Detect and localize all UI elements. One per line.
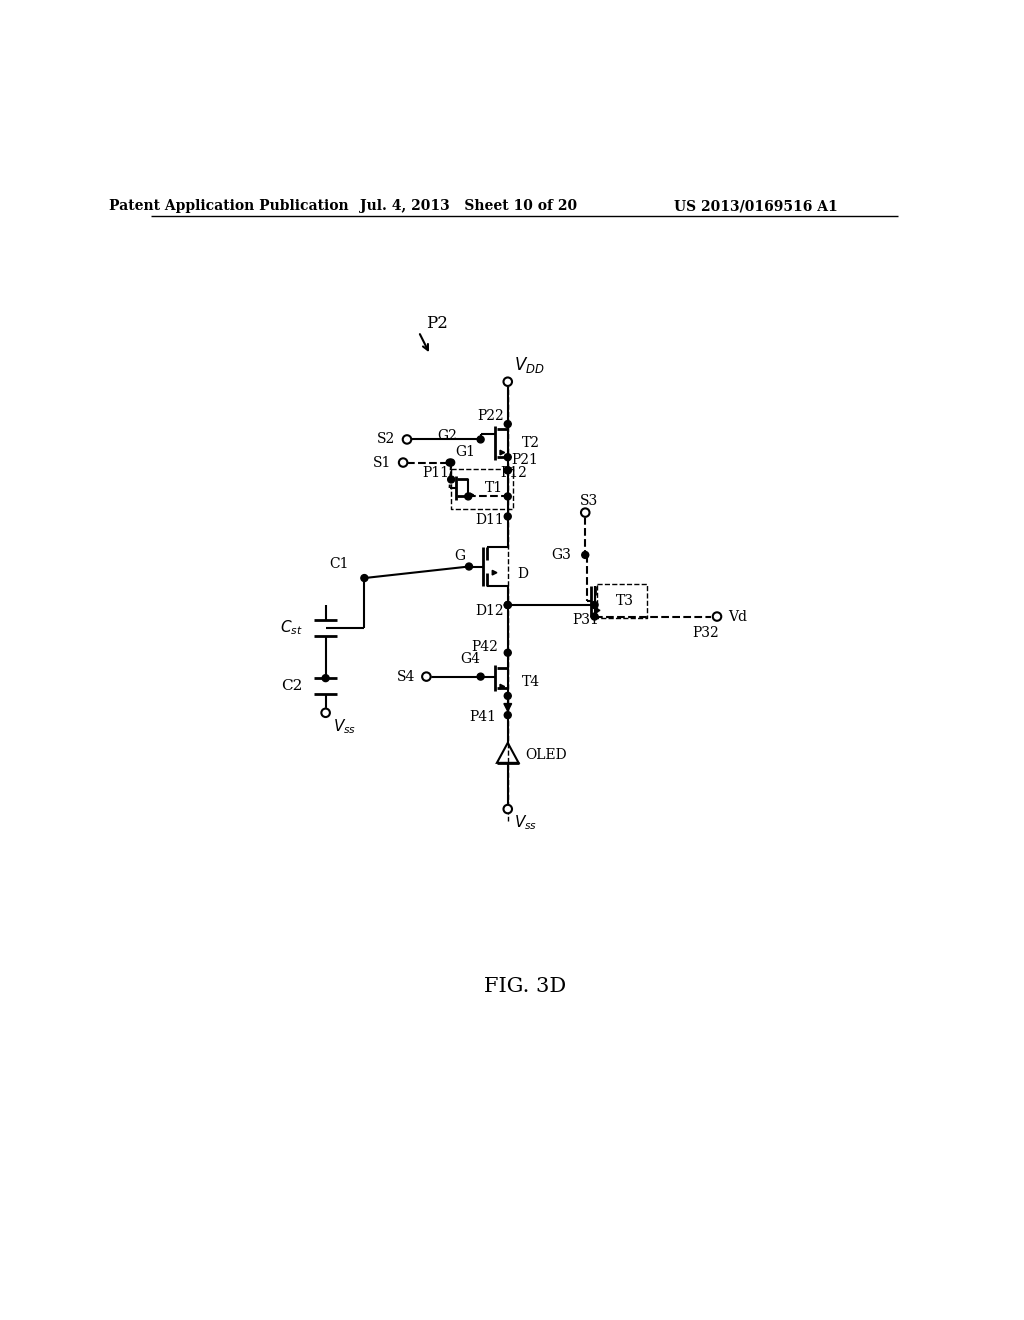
Polygon shape <box>504 704 512 711</box>
Text: $V_{ss}$: $V_{ss}$ <box>334 717 356 737</box>
Text: P42: P42 <box>472 640 499 655</box>
Text: C2: C2 <box>281 678 302 693</box>
Circle shape <box>504 378 512 385</box>
Text: OLED: OLED <box>524 748 566 762</box>
Text: $V_{DD}$: $V_{DD}$ <box>514 355 545 375</box>
Text: S3: S3 <box>580 494 598 508</box>
Circle shape <box>504 602 511 609</box>
Circle shape <box>504 513 511 520</box>
Text: C1: C1 <box>330 557 349 572</box>
Text: $C_{st}$: $C_{st}$ <box>280 619 302 638</box>
Text: Jul. 4, 2013   Sheet 10 of 20: Jul. 4, 2013 Sheet 10 of 20 <box>360 199 578 213</box>
Text: D12: D12 <box>475 605 504 618</box>
Text: $V_{ss}$: $V_{ss}$ <box>514 813 538 833</box>
Circle shape <box>504 467 511 474</box>
Text: P2: P2 <box>426 315 449 333</box>
Text: P12: P12 <box>500 466 527 480</box>
Circle shape <box>504 492 511 500</box>
Text: T2: T2 <box>521 437 540 450</box>
Text: G2: G2 <box>437 429 458 442</box>
Polygon shape <box>470 492 474 496</box>
Polygon shape <box>500 684 505 689</box>
Polygon shape <box>500 450 505 455</box>
Text: G1: G1 <box>455 445 475 459</box>
Circle shape <box>402 436 412 444</box>
Circle shape <box>504 421 511 428</box>
Text: Patent Application Publication: Patent Application Publication <box>109 199 348 213</box>
Text: G3: G3 <box>552 548 571 562</box>
Circle shape <box>504 649 511 656</box>
Text: P32: P32 <box>692 627 719 640</box>
Circle shape <box>399 458 408 467</box>
Text: D11: D11 <box>475 513 504 527</box>
Circle shape <box>591 602 598 609</box>
Circle shape <box>504 454 511 461</box>
Circle shape <box>504 711 511 718</box>
Circle shape <box>713 612 721 620</box>
Circle shape <box>446 459 453 466</box>
Circle shape <box>582 552 589 558</box>
Circle shape <box>504 467 511 474</box>
Polygon shape <box>493 570 497 576</box>
Text: P11: P11 <box>423 466 450 480</box>
Text: P21: P21 <box>512 453 539 467</box>
Text: T1: T1 <box>484 480 503 495</box>
Text: S2: S2 <box>377 433 395 446</box>
Text: S1: S1 <box>373 455 391 470</box>
Circle shape <box>360 574 368 582</box>
Circle shape <box>422 672 431 681</box>
Circle shape <box>447 477 455 483</box>
Circle shape <box>504 805 512 813</box>
Text: S4: S4 <box>396 669 415 684</box>
Text: FIG. 3D: FIG. 3D <box>483 977 566 995</box>
Text: D: D <box>517 568 528 581</box>
Text: T4: T4 <box>521 675 540 689</box>
Text: P22: P22 <box>477 409 504 422</box>
Circle shape <box>581 508 590 517</box>
Circle shape <box>322 709 330 717</box>
Text: P41: P41 <box>469 710 496 725</box>
Circle shape <box>447 459 455 466</box>
Text: T3: T3 <box>616 594 634 609</box>
Text: P31: P31 <box>571 614 599 627</box>
Circle shape <box>466 564 472 570</box>
Text: G4: G4 <box>461 652 480 665</box>
Circle shape <box>504 693 511 700</box>
Polygon shape <box>596 609 600 612</box>
Circle shape <box>504 602 511 609</box>
Circle shape <box>591 612 598 620</box>
Circle shape <box>477 673 484 680</box>
Circle shape <box>477 436 484 444</box>
Text: Vd: Vd <box>729 610 748 623</box>
Text: US 2013/0169516 A1: US 2013/0169516 A1 <box>674 199 838 213</box>
Text: G: G <box>454 549 465 562</box>
Circle shape <box>323 675 329 681</box>
Circle shape <box>465 492 472 500</box>
